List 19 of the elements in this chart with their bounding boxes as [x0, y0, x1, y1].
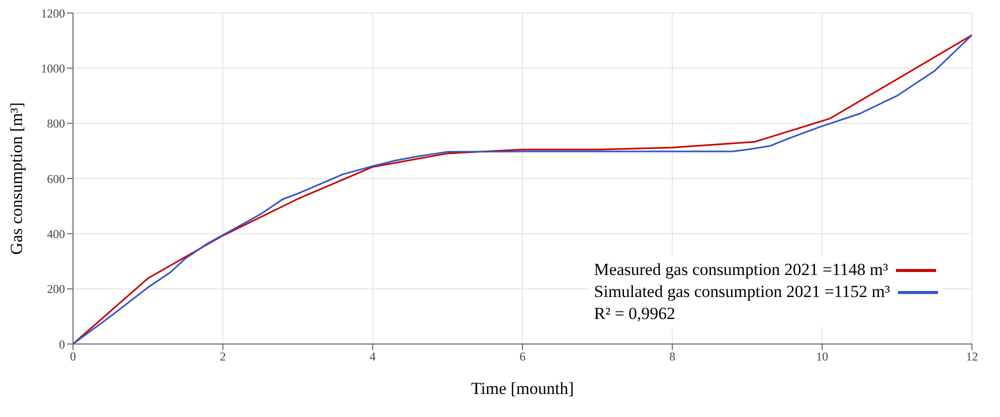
x-tick-label: 4 — [370, 350, 376, 364]
y-tick-label: 400 — [47, 226, 65, 241]
legend-label: Simulated gas consumption 2021 =1152 m³ — [594, 281, 890, 303]
y-tick-label: 1200 — [41, 6, 65, 20]
x-tick-label: 10 — [816, 350, 828, 364]
y-tick-label: 800 — [47, 116, 65, 131]
x-tick-label: 2 — [220, 350, 226, 364]
x-tick-label: 0 — [70, 350, 76, 364]
y-tick-label: 200 — [47, 282, 65, 296]
legend-label: Measured gas consumption 2021 =1148 m³ — [594, 259, 888, 281]
annotation: R² = 0,9962 — [594, 303, 676, 325]
x-axis-title: Time [mounth] — [471, 379, 574, 398]
x-tick-label: 8 — [669, 350, 676, 364]
y-tick-label: 1000 — [41, 61, 65, 76]
x-tick-label: 6 — [520, 350, 526, 364]
y-tick-label: 0 — [59, 337, 65, 352]
y-axis-title: Gas consumption [m³] — [7, 102, 26, 255]
x-tick-label: 12 — [966, 350, 978, 364]
y-tick-label: 600 — [47, 172, 65, 186]
